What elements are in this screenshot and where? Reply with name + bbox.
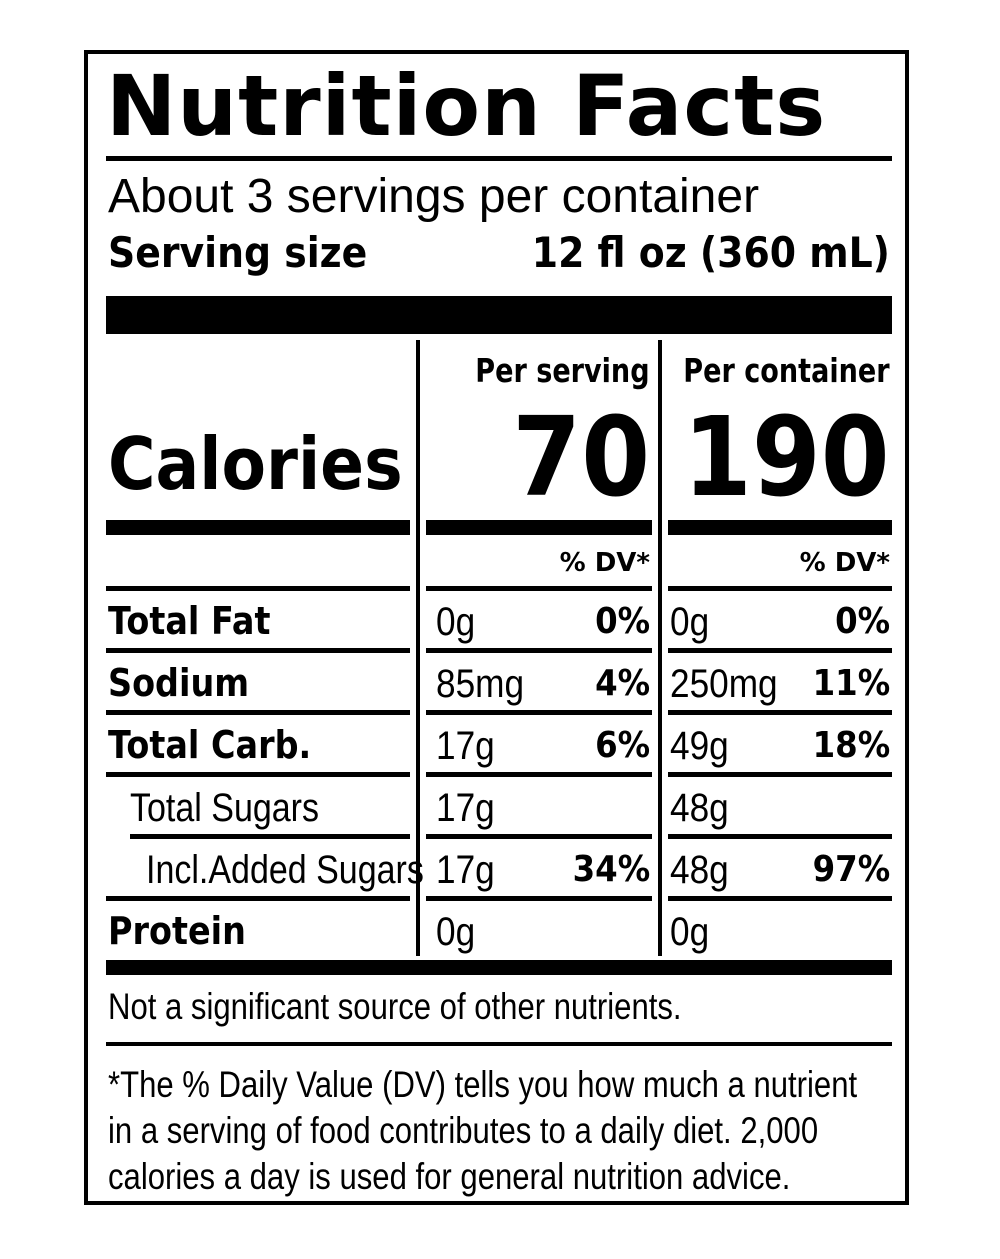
serving-size-label: Serving size <box>108 228 368 277</box>
per-serving-header: Per serving <box>475 351 650 390</box>
dv-header-container: % DV* <box>799 548 890 578</box>
calories-rule-serving <box>426 520 652 535</box>
nutrient-name-total-sugars: Total Sugars <box>130 786 319 830</box>
added-sugars-container-amount: 48g <box>670 848 729 892</box>
protein-serving-amount: 0g <box>436 910 476 954</box>
dv-header-serving: % DV* <box>559 548 650 578</box>
nutrient-name-added-sugars: Incl.Added Sugars <box>146 848 424 892</box>
servings-per-container: About 3 servings per container <box>108 170 760 223</box>
rule-row-3 <box>106 710 410 715</box>
rule-row-6-s <box>426 896 652 901</box>
per-container-header: Per container <box>683 351 890 390</box>
sodium-container-dv: 11% <box>812 663 890 704</box>
nutrient-name-sodium: Sodium <box>108 661 250 705</box>
calories-label: Calories <box>108 422 403 506</box>
rule-row-2-s <box>426 648 652 653</box>
added-sugars-container-dv: 97% <box>812 849 890 890</box>
rule-row-4-c <box>668 772 892 777</box>
rule-row-2 <box>106 648 410 653</box>
total-fat-container-dv: 0% <box>834 601 890 642</box>
total-carb-serving-dv: 6% <box>594 725 650 766</box>
column-divider-1 <box>416 340 420 956</box>
total-fat-serving-dv: 0% <box>594 601 650 642</box>
calories-per-container: 190 <box>683 393 890 521</box>
rule-row-6 <box>106 896 410 901</box>
rule-row-2-c <box>668 648 892 653</box>
label-title: Nutrition Facts <box>106 57 827 155</box>
total-carb-container-dv: 18% <box>812 725 890 766</box>
calories-per-serving: 70 <box>512 393 650 521</box>
rule-row-3-s <box>426 710 652 715</box>
calories-rule-label <box>106 520 410 535</box>
rule-row-1-c <box>668 586 892 591</box>
sodium-serving-amount: 85mg <box>436 662 525 706</box>
rule-row-1-s <box>426 586 652 591</box>
rule-row-5-s <box>426 834 652 839</box>
sodium-container-amount: 250mg <box>670 662 778 706</box>
title-rule <box>106 156 892 161</box>
rule-row-4-s <box>426 772 652 777</box>
nutrient-name-total-carb: Total Carb. <box>108 723 312 767</box>
nutrient-name-total-fat: Total Fat <box>108 599 271 643</box>
protein-container-amount: 0g <box>670 910 710 954</box>
total-fat-container-amount: 0g <box>670 600 710 644</box>
calories-rule-container <box>668 520 892 535</box>
added-sugars-serving-dv: 34% <box>572 849 650 890</box>
rule-row-4 <box>106 772 410 777</box>
column-divider-2 <box>658 340 662 956</box>
rule-row-3-c <box>668 710 892 715</box>
serving-size-value: 12 fl oz (360 mL) <box>531 228 890 277</box>
not-significant-note: Not a significant source of other nutrie… <box>108 986 682 1027</box>
total-sugars-container-amount: 48g <box>670 786 729 830</box>
nutrient-name-protein: Protein <box>108 909 246 953</box>
nutrition-label <box>84 50 909 1205</box>
sodium-serving-dv: 4% <box>594 663 650 704</box>
rule-row-1 <box>106 586 410 591</box>
total-sugars-serving-amount: 17g <box>436 786 495 830</box>
added-sugars-serving-amount: 17g <box>436 848 495 892</box>
thick-rule-bottom <box>106 960 892 975</box>
total-fat-serving-amount: 0g <box>436 600 476 644</box>
footnote-rule <box>106 1042 892 1046</box>
rule-row-5-c <box>668 834 892 839</box>
rule-row-5 <box>130 834 410 839</box>
rule-row-6-c <box>668 896 892 901</box>
total-carb-serving-amount: 17g <box>436 724 495 768</box>
daily-value-footnote: *The % Daily Value (DV) tells you how mu… <box>108 1064 858 1197</box>
total-carb-container-amount: 49g <box>670 724 729 768</box>
thick-rule-top <box>106 296 892 334</box>
